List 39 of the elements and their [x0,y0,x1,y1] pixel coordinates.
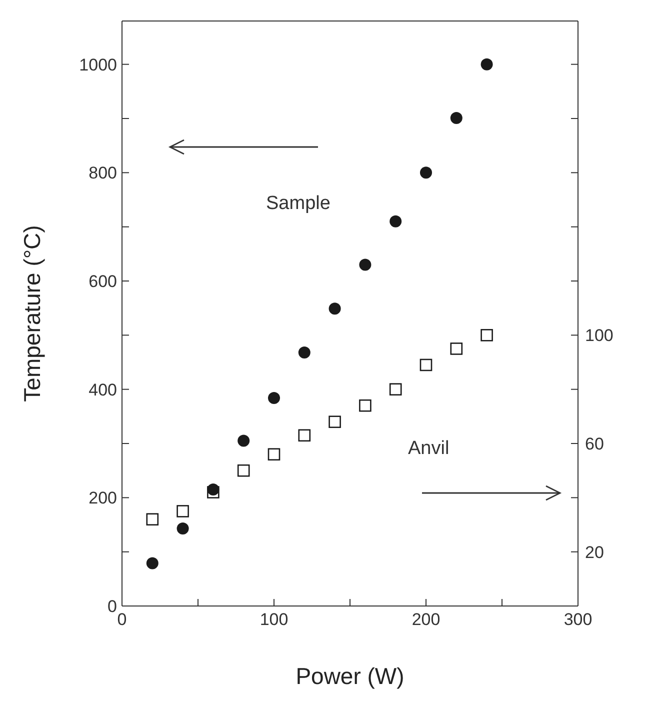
y-tick-label: 200 [88,488,117,508]
point [389,383,402,396]
point [207,486,220,498]
point [237,464,250,477]
point [420,358,432,372]
point [420,166,432,179]
point [146,513,159,526]
y2-tick-label: 60 [585,434,604,454]
point [480,329,493,342]
point [176,522,189,535]
y-tick-label: 400 [88,380,117,400]
point [480,58,493,70]
y-tick-label: 1000 [79,55,117,74]
point [268,392,280,404]
y-axis-title: Temperature (°C) [19,225,46,402]
point [450,342,463,355]
point [298,429,311,442]
x-tick-label: 100 [260,610,288,630]
point [450,112,462,124]
point [328,302,341,315]
point [328,416,341,428]
point [268,448,280,460]
point [390,215,402,228]
x-axis-title: Power (W) [296,663,404,689]
point [238,434,250,447]
x-tick-label: 200 [412,610,440,630]
point [176,505,189,518]
y-tick-label: 0 [108,597,117,616]
x-tick-label: 300 [564,610,592,630]
y2-tick-label: 20 [585,542,604,562]
point [298,346,310,358]
text: Anvil [408,438,450,460]
y2-tick-label: 100 [585,326,614,346]
point [359,399,372,412]
text: Sample [266,193,330,215]
y-tick-label: 800 [88,164,117,183]
y-tick-label: 600 [88,272,117,292]
point [359,258,372,271]
point [146,557,158,570]
